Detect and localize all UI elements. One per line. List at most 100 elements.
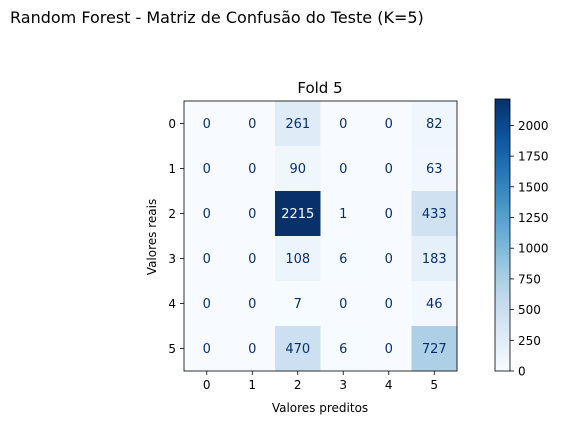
colorbar-tick-label: 1750 bbox=[518, 150, 549, 164]
cell-value-label: 433 bbox=[422, 207, 447, 222]
colorbar-tick-label: 1500 bbox=[518, 180, 549, 194]
y-axis-label: Valores reais bbox=[145, 199, 159, 275]
heatmap-cell bbox=[366, 146, 412, 192]
x-tick-label: 2 bbox=[294, 378, 302, 392]
x-tick-label: 3 bbox=[339, 378, 347, 392]
x-tick-label: 1 bbox=[248, 378, 256, 392]
cell-value-label: 6 bbox=[339, 252, 347, 267]
heatmap-cell bbox=[411, 281, 458, 327]
heatmap-cell bbox=[184, 101, 230, 147]
cell-value-label: 0 bbox=[339, 297, 347, 312]
cell-value-label: 0 bbox=[248, 162, 256, 177]
cell-value-label: 261 bbox=[285, 117, 310, 132]
y-tick-label: 4 bbox=[168, 297, 176, 311]
colorbar: 0 250 500 750 1000 1250 1500 1750 2000 bbox=[494, 98, 549, 379]
cell-value-label: 1 bbox=[339, 207, 347, 222]
cell-value-label: 63 bbox=[426, 162, 443, 177]
cell-value-label: 470 bbox=[285, 342, 310, 357]
colorbar-tick-label: 2000 bbox=[518, 119, 549, 133]
colorbar-tick-label: 1000 bbox=[518, 242, 549, 256]
heatmap-cell bbox=[411, 101, 458, 147]
cell-value-label: 0 bbox=[203, 342, 211, 357]
heatmap-cell bbox=[320, 146, 367, 192]
heatmap-cell bbox=[366, 101, 412, 147]
heatmap-cell bbox=[229, 281, 276, 327]
heatmap-cell-labels: 0 0 261 0 0 82 0 0 90 0 0 63 0 0 2215 1 0 433 0 0 108 6 0 183 0 0… bbox=[203, 117, 447, 357]
heatmap-cell bbox=[411, 326, 458, 372]
cell-value-label: 0 bbox=[339, 162, 347, 177]
x-tick-label: 0 bbox=[203, 378, 211, 392]
heatmap-cell bbox=[275, 236, 321, 282]
heatmap-cell bbox=[320, 281, 367, 327]
y-tick-label: 1 bbox=[168, 162, 176, 176]
y-tick-label: 5 bbox=[168, 342, 176, 356]
colorbar-gradient bbox=[494, 98, 511, 372]
heatmap-cells bbox=[183, 100, 458, 372]
cell-value-label: 0 bbox=[203, 207, 211, 222]
cell-value-label: 0 bbox=[203, 162, 211, 177]
cell-value-label: 0 bbox=[385, 207, 393, 222]
cell-value-label: 0 bbox=[203, 252, 211, 267]
cell-value-label: 0 bbox=[248, 252, 256, 267]
heatmap-cell bbox=[184, 236, 230, 282]
heatmap-cell bbox=[275, 191, 321, 237]
figure-suptitle: Random Forest - Matriz de Confusão do Te… bbox=[10, 8, 424, 27]
heatmap-cell bbox=[229, 101, 276, 147]
cell-value-label: 0 bbox=[248, 297, 256, 312]
heatmap-cell bbox=[320, 326, 367, 372]
heatmap-cell bbox=[229, 146, 276, 192]
heatmap-cell bbox=[366, 191, 412, 237]
heatmap-cell bbox=[229, 236, 276, 282]
colorbar-tick-label: 0 bbox=[518, 365, 526, 379]
cell-value-label: 0 bbox=[385, 252, 393, 267]
colorbar-tick-label: 750 bbox=[518, 272, 541, 286]
colorbar-tick-label: 500 bbox=[518, 303, 541, 317]
cell-value-label: 46 bbox=[426, 297, 443, 312]
cell-value-label: 2215 bbox=[281, 207, 314, 222]
heatmap-cell bbox=[320, 191, 367, 237]
x-tick-label: 5 bbox=[430, 378, 438, 392]
heatmap-cell bbox=[275, 281, 321, 327]
x-tick-label: 4 bbox=[385, 378, 393, 392]
heatmap-cell bbox=[320, 101, 367, 147]
y-axis: 0 1 2 3 4 5 bbox=[168, 117, 184, 356]
cell-value-label: 0 bbox=[248, 207, 256, 222]
colorbar-tick-label: 250 bbox=[518, 334, 541, 348]
cell-value-label: 0 bbox=[385, 162, 393, 177]
cell-value-label: 7 bbox=[294, 297, 302, 312]
x-axis: 0 1 2 3 4 5 bbox=[203, 371, 438, 392]
heatmap-cell bbox=[184, 191, 230, 237]
cell-value-label: 0 bbox=[339, 117, 347, 132]
cell-value-label: 82 bbox=[426, 117, 443, 132]
cell-value-label: 0 bbox=[385, 342, 393, 357]
x-axis-label: Valores preditos bbox=[272, 401, 368, 415]
heatmap-cell bbox=[366, 236, 412, 282]
cell-value-label: 0 bbox=[203, 117, 211, 132]
y-tick-label: 2 bbox=[168, 207, 176, 221]
heatmap-cell bbox=[275, 146, 321, 192]
heatmap-cell bbox=[366, 281, 412, 327]
heatmap-cell bbox=[411, 146, 458, 192]
cell-value-label: 0 bbox=[248, 117, 256, 132]
cell-value-label: 0 bbox=[248, 342, 256, 357]
cell-value-label: 0 bbox=[385, 117, 393, 132]
cell-value-label: 0 bbox=[385, 297, 393, 312]
chart-title: Fold 5 bbox=[297, 79, 342, 97]
heatmap-cell bbox=[229, 191, 276, 237]
plot-frame bbox=[183, 100, 458, 372]
heatmap-cell bbox=[184, 146, 230, 192]
cell-value-label: 183 bbox=[422, 252, 447, 267]
cell-value-label: 727 bbox=[422, 342, 447, 357]
y-tick-label: 3 bbox=[168, 252, 176, 266]
cell-value-label: 6 bbox=[339, 342, 347, 357]
heatmap-cell bbox=[229, 326, 276, 372]
heatmap-cell bbox=[275, 326, 321, 372]
heatmap-cell bbox=[184, 281, 230, 327]
heatmap-cell bbox=[411, 191, 458, 237]
heatmap-cell bbox=[320, 236, 367, 282]
heatmap-cell bbox=[275, 101, 321, 147]
y-tick-label: 0 bbox=[168, 117, 176, 131]
colorbar-tick-label: 1250 bbox=[518, 211, 549, 225]
